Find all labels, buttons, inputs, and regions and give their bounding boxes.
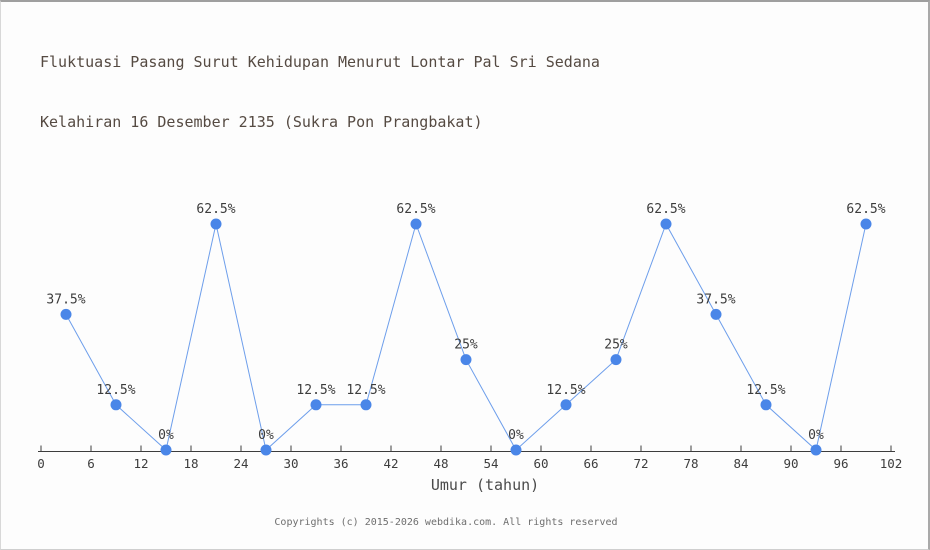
x-tick-label: 6 [87,456,95,471]
data-point-marker [860,218,872,230]
x-tick-label: 54 [483,456,498,471]
data-point-label: 12.5% [346,383,385,398]
data-point-label: 0% [508,428,524,443]
data-point-label: 37.5% [46,292,85,307]
x-tick-label: 84 [733,456,748,471]
chart-title: Fluktuasi Pasang Surut Kehidupan Menurut… [40,12,600,172]
x-tick-label: 66 [583,456,598,471]
x-axis-label: Umur (tahun) [430,476,540,494]
data-point-marker [210,218,222,230]
x-tick-label: 36 [333,456,348,471]
data-point-marker [360,399,372,411]
data-point-marker [760,399,772,411]
data-point-label: 12.5% [746,383,785,398]
data-point-marker [410,218,422,230]
data-point-label: 0% [158,428,174,443]
x-tick-label: 0 [37,456,45,471]
x-tick-label: 12 [133,456,148,471]
x-tick-label: 60 [533,456,548,471]
x-tick-label: 30 [283,456,298,471]
data-point-marker [160,444,172,456]
chart-title-line-1: Fluktuasi Pasang Surut Kehidupan Menurut… [40,53,600,71]
data-point-marker [310,399,322,411]
data-point-label: 12.5% [546,383,585,398]
data-point-label: 12.5% [296,383,335,398]
x-tick-label: 102 [880,456,903,471]
data-point-label: 12.5% [96,383,135,398]
data-point-label: 0% [808,428,824,443]
data-point-marker [510,444,522,456]
data-point-label: 25% [604,338,628,353]
data-point-label: 62.5% [396,202,435,217]
x-tick-label: 72 [633,456,648,471]
x-tick-label: 24 [233,456,248,471]
data-point-marker [660,218,672,230]
data-point-label: 62.5% [646,202,685,217]
data-point-label: 25% [454,338,478,353]
data-point-marker [810,444,822,456]
copyright-footer: Copyrights (c) 2015-2026 webdika.com. Al… [274,517,618,528]
x-tick-label: 18 [183,456,198,471]
data-point-marker [260,444,272,456]
data-point-marker [710,308,722,320]
x-tick-label: 78 [683,456,698,471]
x-tick-label: 96 [833,456,848,471]
data-point-marker [560,399,572,411]
x-tick-label: 48 [433,456,448,471]
x-tick-label: 90 [783,456,798,471]
data-point-marker [460,354,472,366]
x-tick-label: 42 [383,456,398,471]
data-point-label: 37.5% [696,292,735,307]
data-point-marker [610,354,622,366]
data-point-label: 62.5% [846,202,885,217]
data-point-marker [110,399,122,411]
data-point-marker [60,308,72,320]
data-point-label: 62.5% [196,202,235,217]
data-point-label: 0% [258,428,274,443]
chart-title-line-2: Kelahiran 16 Desember 2135 (Sukra Pon Pr… [40,113,483,131]
